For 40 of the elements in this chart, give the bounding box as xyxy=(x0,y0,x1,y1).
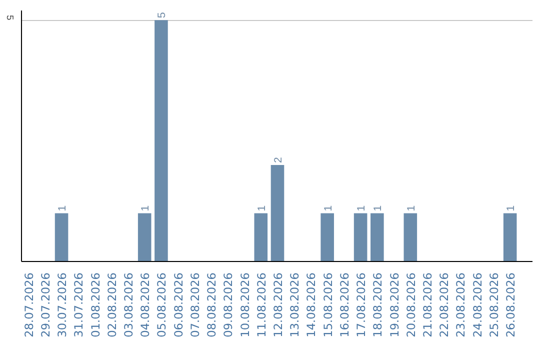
x-tick-label: 06.08.2026 xyxy=(171,272,186,338)
x-tick-label: 23.08.2026 xyxy=(454,272,468,338)
x-tick-label: 03.08.2026 xyxy=(121,272,136,338)
data-label: 1 xyxy=(372,205,384,212)
data-label: 1 xyxy=(140,205,152,212)
data-label: 1 xyxy=(56,205,69,212)
x-tick-label: 12.08.2026 xyxy=(271,272,285,338)
x-tick-label: 24.08.2026 xyxy=(470,272,484,338)
x-tick-label: 29.07.2026 xyxy=(38,272,52,338)
x-tick-label: 13.08.2026 xyxy=(288,272,302,338)
x-tick-label: 25.08.2026 xyxy=(486,272,501,338)
x-tick-label: 15.08.2026 xyxy=(320,272,335,338)
x-tick-label: 28.07.2026 xyxy=(22,272,36,338)
x-tick-label: 11.08.2026 xyxy=(254,272,268,338)
x-tick-label: 09.08.2026 xyxy=(221,272,236,338)
x-tick-label: 10.08.2026 xyxy=(238,272,252,338)
x-tick-label: 18.08.2026 xyxy=(370,272,385,338)
x-tick-label: 30.07.2026 xyxy=(55,272,70,338)
x-tick-label: 02.08.2026 xyxy=(104,272,119,338)
x-tick-label: 19.08.2026 xyxy=(387,272,402,338)
x-tick-label: 17.08.2026 xyxy=(354,272,368,338)
data-label: 1 xyxy=(256,205,268,212)
x-tick-label: 04.08.2026 xyxy=(138,272,152,338)
x-tick-label: 07.08.2026 xyxy=(188,272,202,338)
x-tick-label: 05.08.2026 xyxy=(154,272,169,338)
x-tick-label: 14.08.2026 xyxy=(304,272,318,338)
data-label: 2 xyxy=(272,156,284,163)
x-tick-label: 21.08.2026 xyxy=(420,272,435,338)
x-tick-label: 08.08.2026 xyxy=(204,272,219,338)
x-tick-label: 20.08.2026 xyxy=(404,272,418,338)
data-label: 1 xyxy=(322,205,334,212)
x-tick-label: 31.07.2026 xyxy=(72,272,86,338)
x-tick-label: 26.08.2026 xyxy=(504,272,518,338)
data-label: 1 xyxy=(405,205,418,212)
x-tick-label: 16.08.2026 xyxy=(337,272,352,338)
data-label: 1 xyxy=(505,205,518,212)
data-label: 5 xyxy=(156,12,168,18)
x-tick-label: 22.08.2026 xyxy=(437,272,452,338)
data-label: 1 xyxy=(356,205,368,212)
x-tick-label: 01.08.2026 xyxy=(88,272,102,338)
